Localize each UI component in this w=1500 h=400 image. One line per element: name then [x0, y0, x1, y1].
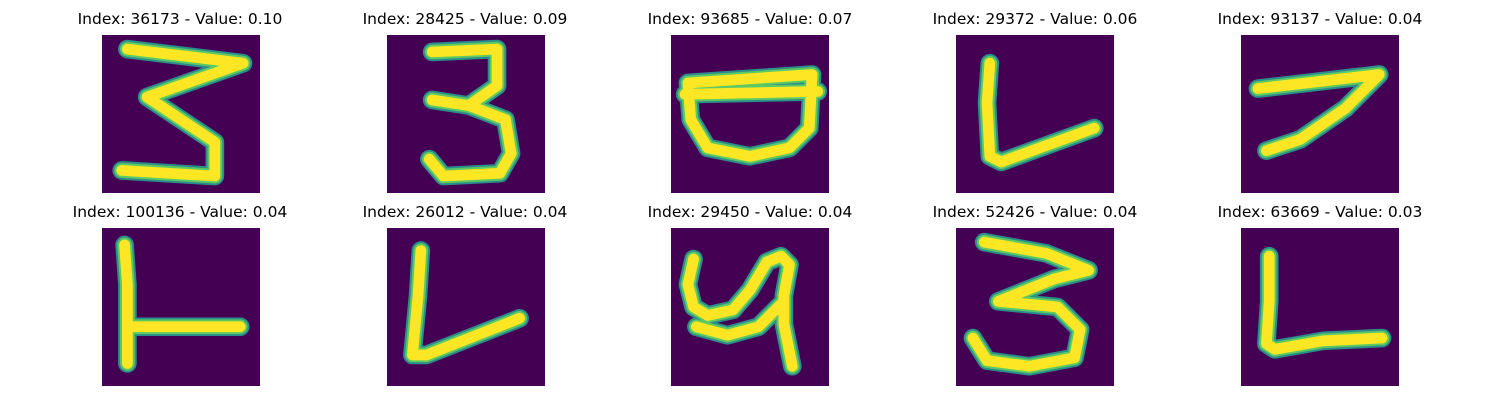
panel-7: Index: 26012 - Value: 0.04	[315, 203, 615, 393]
bowl-shape-icon	[671, 35, 829, 193]
glyph-stroke	[407, 245, 525, 361]
panel-10: Index: 63669 - Value: 0.03	[1170, 203, 1470, 393]
panel-8: Index: 29450 - Value: 0.04	[600, 203, 900, 393]
digit-three-icon	[956, 228, 1114, 386]
panel-title: Index: 100136 - Value: 0.04	[72, 203, 288, 221]
panel-image	[1241, 35, 1399, 193]
panel-image	[102, 35, 260, 193]
letter-t-sideways-icon	[102, 228, 260, 386]
glyph-stroke	[682, 250, 798, 372]
glyph-stroke	[116, 43, 249, 182]
panel-image	[387, 35, 545, 193]
glyph-stroke	[981, 57, 1100, 168]
panel-title: Index: 29372 - Value: 0.06	[932, 10, 1138, 28]
digit-three-icon	[387, 35, 545, 193]
panel-title: Index: 29450 - Value: 0.04	[647, 203, 853, 221]
glyph-stroke	[119, 239, 246, 369]
glyph-stroke	[1261, 250, 1388, 355]
panel-title: Index: 63669 - Value: 0.03	[1217, 203, 1423, 221]
panel-title: Index: 26012 - Value: 0.04	[362, 203, 568, 221]
panel-image	[387, 228, 545, 386]
letter-l-slanted-icon	[387, 228, 545, 386]
panel-title: Index: 93685 - Value: 0.07	[647, 10, 853, 28]
panel-2: Index: 28425 - Value: 0.09	[315, 10, 615, 200]
panel-title: Index: 93137 - Value: 0.04	[1217, 10, 1423, 28]
letter-l-slanted-icon	[956, 35, 1114, 193]
panel-image	[956, 35, 1114, 193]
panel-5: Index: 93137 - Value: 0.04	[1170, 10, 1470, 200]
digit-seven-icon	[1241, 35, 1399, 193]
panel-image	[1241, 228, 1399, 386]
panel-image	[102, 228, 260, 386]
letter-y-icon	[671, 228, 829, 386]
panel-image	[671, 228, 829, 386]
letter-l-icon	[1241, 228, 1399, 386]
panel-6: Index: 100136 - Value: 0.04	[30, 203, 330, 393]
panel-title: Index: 28425 - Value: 0.09	[362, 10, 568, 28]
panel-title: Index: 36173 - Value: 0.10	[77, 10, 283, 28]
glyph-stroke	[1252, 69, 1385, 157]
glyph-stroke	[679, 69, 824, 162]
glyph-stroke	[967, 236, 1094, 372]
panel-image	[956, 228, 1114, 386]
panel-1: Index: 36173 - Value: 0.10	[30, 10, 330, 200]
panel-3: Index: 93685 - Value: 0.07	[600, 10, 900, 200]
panel-title: Index: 52426 - Value: 0.04	[932, 203, 1138, 221]
panel-4: Index: 29372 - Value: 0.06	[885, 10, 1185, 200]
digit-three-zigzag-icon	[102, 35, 260, 193]
panel-9: Index: 52426 - Value: 0.04	[885, 203, 1185, 393]
panel-image	[671, 35, 829, 193]
glyph-stroke	[423, 43, 517, 182]
